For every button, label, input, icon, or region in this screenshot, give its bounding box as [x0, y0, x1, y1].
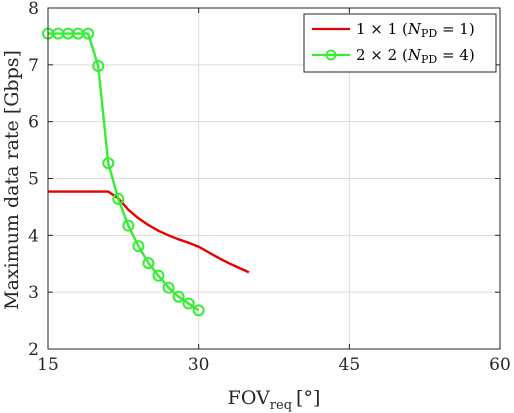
y-tick-label: 4	[28, 226, 39, 246]
legend-label-series-1: 2 × 2 (NPD = 4)	[356, 46, 475, 66]
y-axis-ticks: 2 3 4 5 6 7 8	[28, 0, 500, 360]
x-axis-label: FOVreq [°]	[228, 387, 321, 413]
x-tick-label: 15	[37, 355, 59, 375]
series-1-point	[102, 157, 115, 170]
x-tick-label: 60	[489, 355, 511, 375]
series-line-0	[48, 190, 250, 274]
series-1-point	[162, 281, 175, 294]
y-tick-label: 5	[28, 170, 39, 190]
y-tick-label: 7	[28, 56, 39, 76]
y-tick-label: 2	[28, 340, 39, 360]
legend-label-series-0: 1 × 1 (NPD = 1)	[356, 20, 475, 40]
y-tick-label: 6	[28, 113, 39, 133]
series-1-point	[152, 269, 165, 282]
legend: 1 × 1 (NPD = 1) 2 × 2 (NPD = 4)	[303, 13, 497, 73]
series-1-point	[112, 192, 125, 205]
series-1-point	[142, 257, 155, 270]
series-1-point	[92, 59, 105, 72]
series-1-point	[172, 290, 185, 303]
x-tick-label: 30	[188, 355, 210, 375]
y-tick-label: 8	[28, 0, 39, 19]
x-tick-label: 45	[339, 355, 361, 375]
y-axis-label: Maximum data rate [Gbps]	[1, 50, 23, 310]
legend-box	[303, 13, 497, 73]
series-1-point	[82, 27, 95, 40]
y-tick-label: 3	[28, 283, 39, 303]
series-1-point	[182, 297, 195, 310]
series-1-point	[122, 219, 135, 232]
series-1-point	[132, 240, 145, 253]
legend-marker-series-1	[325, 49, 337, 61]
x-axis-ticks: 15 30 45 60	[37, 8, 511, 375]
series-1-point	[192, 304, 205, 317]
series-layer	[42, 27, 250, 317]
